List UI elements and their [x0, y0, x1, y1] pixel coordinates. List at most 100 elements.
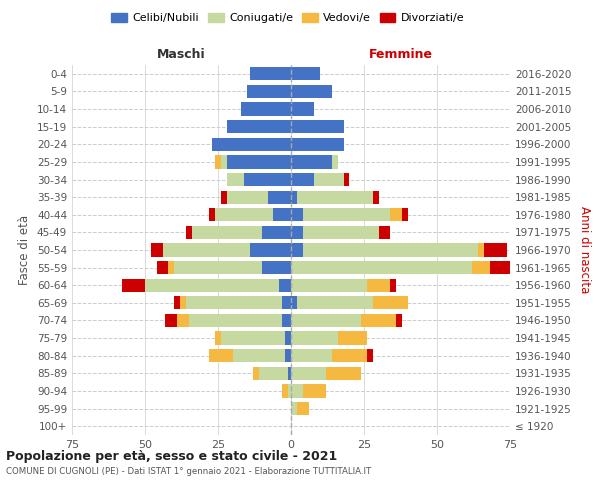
Text: Popolazione per età, sesso e stato civile - 2021: Popolazione per età, sesso e stato civil…	[6, 450, 337, 463]
Bar	[373, 296, 408, 310]
Bar	[291, 384, 302, 398]
Bar	[227, 120, 291, 134]
Bar	[288, 366, 291, 380]
Bar	[262, 226, 291, 239]
Bar	[244, 173, 291, 186]
Bar	[291, 120, 344, 134]
Bar	[262, 261, 291, 274]
Bar	[122, 278, 145, 292]
Bar	[338, 332, 367, 344]
Bar	[253, 366, 259, 380]
Bar	[379, 226, 390, 239]
Bar	[472, 261, 490, 274]
Bar	[221, 190, 227, 204]
Bar	[344, 173, 349, 186]
Bar	[402, 208, 408, 222]
Bar	[215, 156, 221, 168]
Bar	[285, 349, 291, 362]
Bar	[291, 278, 367, 292]
Bar	[215, 332, 221, 344]
Bar	[221, 332, 285, 344]
Bar	[221, 156, 227, 168]
Bar	[227, 173, 244, 186]
Bar	[302, 208, 390, 222]
Bar	[163, 244, 250, 256]
Bar	[241, 102, 291, 116]
Bar	[215, 208, 274, 222]
Bar	[291, 261, 472, 274]
Text: Maschi: Maschi	[157, 48, 206, 62]
Bar	[291, 190, 297, 204]
Bar	[291, 366, 326, 380]
Bar	[174, 261, 262, 274]
Bar	[151, 244, 163, 256]
Bar	[291, 138, 344, 151]
Bar	[484, 244, 507, 256]
Bar	[174, 296, 180, 310]
Bar	[274, 208, 291, 222]
Bar	[396, 314, 402, 327]
Bar	[332, 156, 338, 168]
Bar	[490, 261, 513, 274]
Bar	[227, 156, 291, 168]
Bar	[247, 85, 291, 98]
Bar	[297, 402, 308, 415]
Bar	[291, 85, 332, 98]
Bar	[180, 296, 186, 310]
Bar	[169, 261, 174, 274]
Bar	[282, 384, 288, 398]
Bar	[288, 384, 291, 398]
Bar	[478, 244, 484, 256]
Bar	[186, 296, 282, 310]
Bar	[361, 314, 396, 327]
Bar	[302, 244, 478, 256]
Bar	[282, 314, 291, 327]
Bar	[209, 349, 233, 362]
Bar	[291, 296, 297, 310]
Bar	[297, 296, 373, 310]
Bar	[291, 156, 332, 168]
Legend: Celibi/Nubili, Coniugati/e, Vedovi/e, Divorziati/e: Celibi/Nubili, Coniugati/e, Vedovi/e, Di…	[107, 8, 469, 28]
Bar	[212, 138, 291, 151]
Bar	[250, 244, 291, 256]
Bar	[291, 349, 332, 362]
Bar	[367, 349, 373, 362]
Y-axis label: Fasce di età: Fasce di età	[19, 215, 31, 285]
Bar	[285, 332, 291, 344]
Bar	[373, 190, 379, 204]
Bar	[227, 190, 268, 204]
Bar	[302, 384, 326, 398]
Bar	[233, 349, 285, 362]
Bar	[291, 332, 338, 344]
Text: COMUNE DI CUGNOLI (PE) - Dati ISTAT 1° gennaio 2021 - Elaborazione TUTTITALIA.IT: COMUNE DI CUGNOLI (PE) - Dati ISTAT 1° g…	[6, 468, 371, 476]
Bar	[302, 226, 379, 239]
Bar	[291, 314, 361, 327]
Bar	[250, 67, 291, 80]
Bar	[332, 349, 367, 362]
Bar	[282, 296, 291, 310]
Bar	[192, 226, 262, 239]
Bar	[291, 226, 302, 239]
Bar	[259, 366, 288, 380]
Bar	[291, 102, 314, 116]
Bar	[291, 208, 302, 222]
Bar	[367, 278, 390, 292]
Y-axis label: Anni di nascita: Anni di nascita	[578, 206, 591, 294]
Bar	[390, 278, 396, 292]
Bar	[268, 190, 291, 204]
Bar	[157, 261, 169, 274]
Text: Femmine: Femmine	[368, 48, 433, 62]
Bar	[189, 314, 282, 327]
Bar	[177, 314, 189, 327]
Bar	[291, 67, 320, 80]
Bar	[314, 173, 344, 186]
Bar	[209, 208, 215, 222]
Bar	[166, 314, 177, 327]
Bar	[297, 190, 373, 204]
Bar	[390, 208, 402, 222]
Bar	[145, 278, 280, 292]
Bar	[291, 402, 297, 415]
Bar	[291, 173, 314, 186]
Bar	[326, 366, 361, 380]
Bar	[280, 278, 291, 292]
